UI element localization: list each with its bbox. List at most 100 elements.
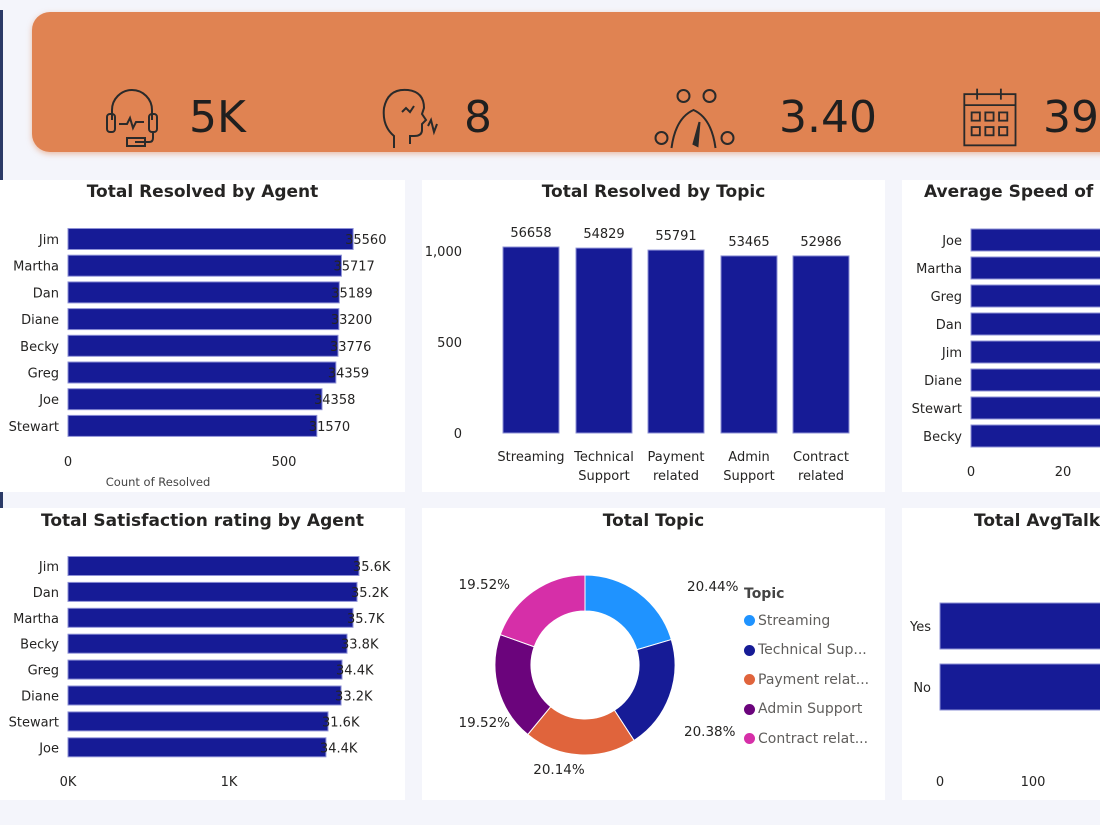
data-label: 34.4K (336, 664, 374, 679)
x-tick-label: 100 (1021, 775, 1046, 790)
bar (970, 312, 1100, 336)
data-label: 56658 (510, 226, 551, 241)
legend-dot-icon (744, 644, 755, 656)
category-label: Martha (916, 262, 962, 277)
bar (67, 228, 354, 250)
data-label: 54829 (583, 227, 624, 242)
bar (939, 663, 1100, 711)
bar (970, 396, 1100, 420)
kpi-value: 39 (1043, 91, 1099, 143)
kpi-agents: 8 (372, 82, 492, 152)
bar (67, 388, 323, 411)
x-axis-title: Count of Resolved (106, 475, 211, 489)
legend-dot-icon (744, 615, 755, 627)
data-label: 35717 (333, 260, 374, 275)
category-label: Yes (909, 620, 931, 635)
legend-item[interactable]: Technical Sup... (744, 636, 869, 666)
x-tick-label: 20 (1055, 465, 1072, 480)
data-label: 33.8K (341, 638, 379, 653)
bar (67, 281, 340, 304)
legend-label: Streaming (758, 612, 831, 629)
data-label: 33776 (330, 340, 371, 355)
category-label: Dan (33, 586, 59, 601)
bar (647, 249, 705, 434)
category-label: Admin (728, 450, 769, 465)
data-label: 33200 (331, 313, 372, 328)
resolved-by-agent-card: Total Resolved by Agent Jim 35560 Martha 35… (0, 180, 405, 492)
legend-label: Contract relat... (758, 730, 869, 747)
category-label: Martha (13, 260, 59, 275)
legend-dot-icon (744, 703, 755, 715)
bar (67, 254, 342, 277)
category-label: Becky (923, 430, 962, 445)
data-label: 34358 (314, 393, 355, 408)
category-label: Martha (13, 612, 59, 627)
kpi-resolved: 5K (97, 82, 246, 152)
category-label: Diane (21, 313, 59, 328)
category-label: Becky (20, 340, 59, 355)
donut-slice (584, 574, 672, 651)
bar (67, 581, 358, 602)
legend-item[interactable]: Contract relat... (744, 724, 869, 754)
satisfaction-gauge-icon (654, 89, 735, 149)
bar (67, 334, 339, 357)
category-label: Stewart (9, 715, 59, 730)
category-label: Diane (924, 374, 962, 389)
bar (970, 424, 1100, 448)
data-label: 35189 (331, 286, 372, 301)
category-label: Stewart (912, 402, 962, 417)
legend-title: Topic (744, 586, 785, 602)
data-label: 19.52% (459, 577, 511, 593)
legend-label: Technical Sup... (758, 642, 867, 659)
resolved-by-topic-card: Total Resolved by Topic 0 500 1,000 56658 St… (422, 180, 885, 492)
data-label: 53465 (728, 235, 769, 250)
bar (67, 308, 340, 331)
x-tick-label: 0K (60, 775, 77, 790)
data-label: 19.52% (459, 715, 511, 731)
satisfaction-by-agent-card: Total Satisfaction rating by Agent Jim 35… (0, 508, 405, 800)
legend-item[interactable]: Payment relat... (744, 665, 869, 695)
data-label: 35.7K (347, 612, 385, 627)
chart-title: Average Speed of an (924, 182, 1100, 202)
chart-title: Total AvgTalkD (974, 511, 1100, 531)
data-label: 20.38% (684, 724, 736, 740)
chart-title: Total Resolved by Topic (541, 182, 766, 202)
legend-label: Payment relat... (758, 671, 870, 688)
bar (502, 246, 560, 434)
data-label: 35.6K (353, 560, 391, 575)
category-label: Joe (38, 393, 59, 408)
calendar-icon (963, 88, 1017, 147)
data-label: 34.4K (320, 741, 358, 756)
data-label: 34359 (328, 367, 369, 382)
category-label: Greg (28, 367, 59, 382)
category-label: Support (578, 469, 629, 484)
nav-strip-lower (0, 490, 3, 510)
bar (939, 602, 1100, 650)
total-topic-card: Total Topic 20.44% 20.38% 20.14% 19.52% 19.5… (422, 508, 885, 800)
data-label: 20.14% (533, 762, 585, 778)
avg-talk-duration-card: Total AvgTalkD Yes No 0 100 (902, 508, 1100, 800)
bar (575, 247, 633, 434)
bar (792, 255, 850, 434)
bar (970, 284, 1100, 308)
bar (67, 556, 360, 576)
x-tick-label: 0 (967, 465, 975, 480)
data-label: 33.2K (335, 690, 373, 705)
kpi-value: 3.40 (779, 91, 877, 143)
y-tick-label: 0 (454, 427, 462, 442)
category-label: Becky (20, 638, 59, 653)
category-label: Jim (38, 233, 59, 248)
data-label: 31570 (309, 420, 350, 435)
legend-item[interactable]: Streaming (744, 606, 869, 636)
bar (67, 711, 329, 732)
category-label: Jim (941, 346, 962, 361)
bar (67, 685, 342, 706)
legend-item[interactable]: Admin Support (744, 695, 869, 725)
category-label: Jim (38, 560, 59, 575)
data-label: 31.6K (322, 715, 360, 730)
kpi-satisfaction: 3.40 (632, 82, 877, 152)
x-tick-label: 500 (272, 455, 297, 470)
bar (67, 737, 327, 758)
category-label: Stewart (9, 420, 59, 435)
bar (720, 255, 778, 434)
